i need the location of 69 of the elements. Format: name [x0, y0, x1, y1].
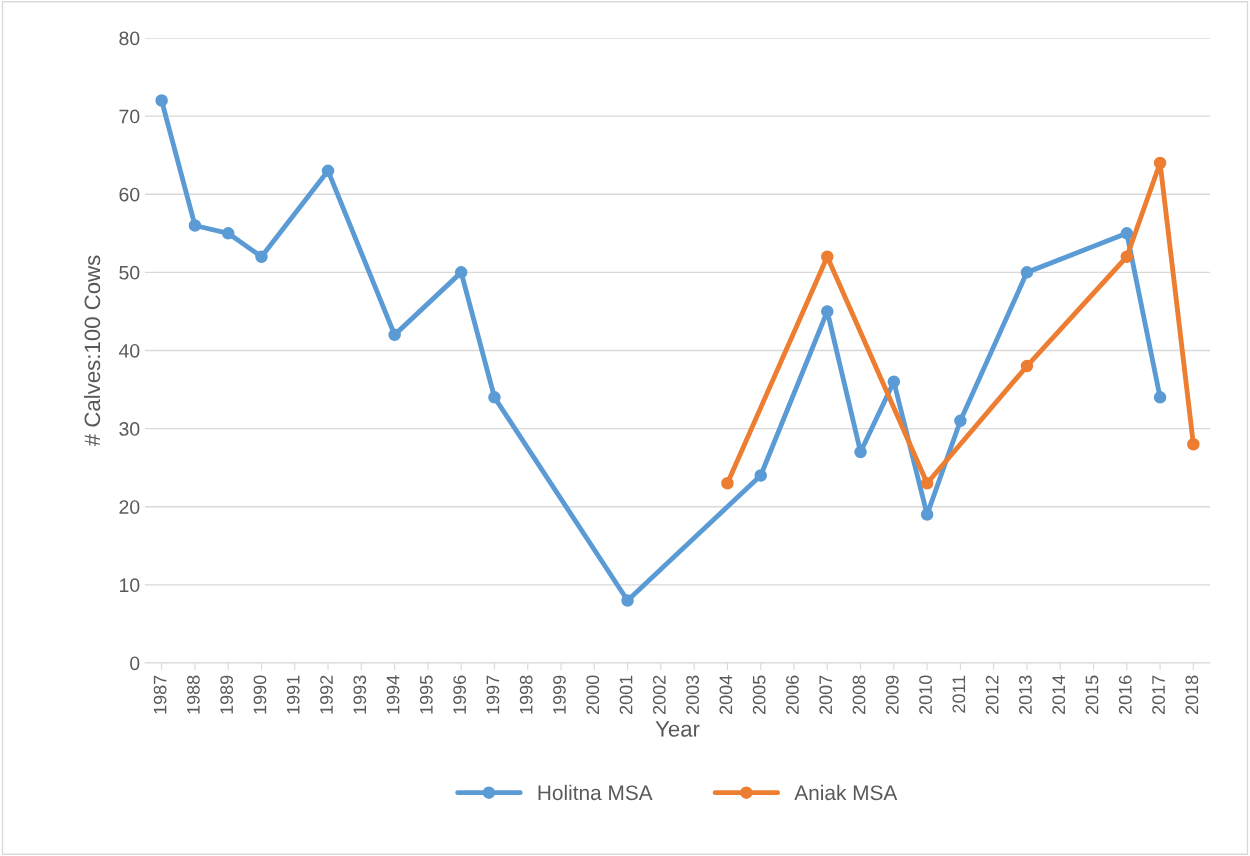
x-tick-label: 1996: [453, 675, 467, 714]
point: [454, 266, 468, 279]
x-tick-label: 2007: [819, 675, 833, 715]
y-tick-label: 10: [120, 578, 140, 593]
point: [621, 594, 634, 607]
x-tick-label: 2006: [786, 675, 799, 715]
point: [321, 164, 335, 178]
x-tick-label: 2018: [1185, 675, 1199, 715]
x-tick-label: 2012: [985, 675, 999, 715]
x-tick-label: 1991: [286, 675, 300, 714]
point: [1187, 437, 1200, 451]
x-tick-label: 2005: [752, 675, 766, 715]
point: [188, 219, 202, 232]
x-tick-label: 2000: [586, 675, 600, 715]
point: [754, 469, 767, 482]
y-tick-label: 60: [119, 187, 140, 202]
point: [488, 391, 501, 404]
point: [1120, 227, 1134, 240]
x-tick-label: 1994: [386, 675, 400, 714]
point: [1153, 391, 1167, 404]
x-tick-label: 1995: [419, 675, 433, 714]
y-tick-label: 70: [119, 109, 140, 124]
point: [721, 477, 734, 490]
point: [388, 328, 401, 342]
y-tick-label: 50: [119, 265, 140, 280]
point: [1020, 359, 1034, 373]
x-tick-label: 2013: [1019, 675, 1032, 715]
x-tick-label: 1999: [553, 675, 566, 714]
x-tick-label: 2015: [1085, 675, 1099, 715]
x-tick-label: 2011: [952, 675, 966, 713]
point: [221, 227, 235, 240]
point: [887, 375, 901, 388]
point: [920, 508, 934, 521]
y-tick-label: 40: [118, 343, 140, 358]
x-tick-label: 2003: [686, 675, 699, 715]
y-tick-label: 20: [119, 500, 140, 514]
x-tick-label: 2017: [1152, 675, 1165, 715]
x-tick-label: 2014: [1052, 675, 1066, 715]
x-tick-label: 1993: [353, 675, 367, 714]
point: [1153, 156, 1167, 170]
x-tick-label: 1988: [186, 675, 200, 714]
x-tick-label: 2010: [919, 675, 932, 715]
y-tick-label: 0: [130, 656, 140, 671]
x-tick-label: 1997: [486, 675, 500, 714]
x-tick-label: 1989: [220, 675, 234, 714]
point: [1120, 250, 1134, 263]
x-tick-label: 1990: [253, 675, 267, 714]
point: [920, 477, 934, 490]
x-axis-title: Year: [655, 721, 700, 737]
y-axis-title: # Calves:100 Cows: [83, 255, 101, 447]
point: [954, 414, 967, 428]
legend-label: Aniak MSA: [794, 784, 898, 801]
x-tick-label: 2016: [1118, 675, 1132, 715]
x-tick-label: 1987: [153, 675, 167, 714]
point: [155, 94, 168, 107]
point: [854, 445, 867, 459]
x-tick-label: 2002: [652, 675, 666, 715]
x-tick-label: 2009: [885, 675, 899, 715]
y-tick-label: 30: [119, 422, 140, 436]
y-tick-label: 80: [119, 31, 140, 46]
point: [255, 250, 268, 263]
point: [1020, 266, 1034, 279]
x-tick-label: 1992: [320, 675, 333, 714]
point: [821, 250, 834, 263]
x-tick-label: 2001: [619, 675, 633, 715]
x-tick-label: 2004: [719, 675, 733, 715]
x-tick-label: 2008: [852, 675, 866, 715]
legend-label: Holitna MSA: [538, 784, 653, 801]
x-tick-label: 1998: [519, 675, 533, 714]
